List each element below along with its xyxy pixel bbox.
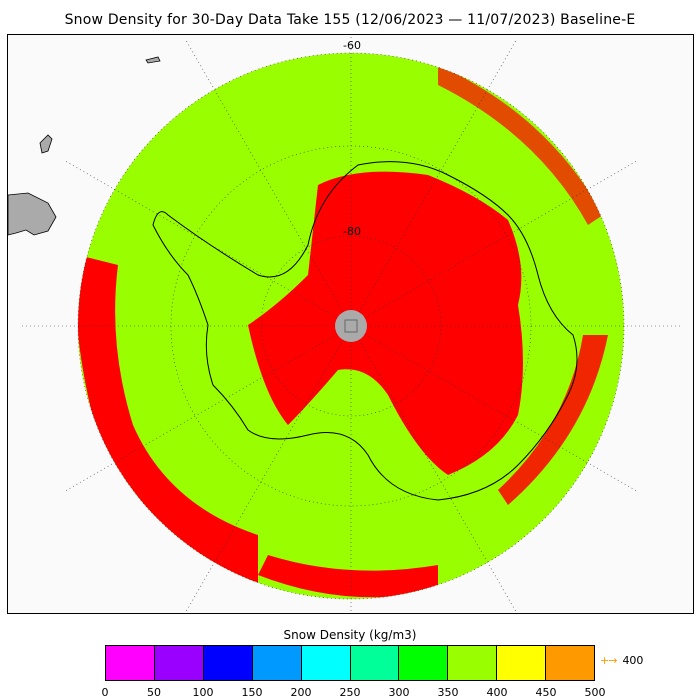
colorbar-swatch (546, 646, 595, 680)
colorbar-swatch (252, 646, 302, 680)
south-america-landmass (8, 192, 57, 236)
meridian-line (185, 40, 344, 313)
meridian-line (364, 333, 637, 492)
interior-high-density-region (248, 171, 523, 475)
colorbar-swatch (154, 646, 204, 680)
red-margin-east (498, 335, 608, 505)
colorbar-tick-label: 300 (388, 686, 410, 699)
colorbar-tick-label: 200 (290, 686, 312, 699)
grid-label-lat80: -80 (343, 225, 361, 238)
colorbar-title: Snow Density (kg/m3) (283, 628, 417, 642)
pole-marker (344, 319, 358, 333)
meridian-lines (21, 35, 681, 613)
pole-hole (335, 310, 367, 342)
colorbar-tick-label: 500 (584, 686, 606, 699)
lat-circle-80 (260, 235, 442, 417)
colorbar-swatch (448, 646, 498, 680)
overflow-arrow-icon: +→ (600, 654, 617, 667)
meridian-line (65, 160, 338, 319)
colorbar-swatch (350, 646, 400, 680)
map-canvas (8, 35, 681, 613)
colorbar-overflow: +→ 400 (600, 654, 643, 667)
map-panel: -60 -80 (7, 34, 694, 614)
red-margin-northeast (438, 65, 603, 225)
colorbar (105, 645, 595, 681)
chart-title: Snow Density for 30-Day Data Take 155 (1… (64, 12, 636, 28)
colorbar-tick-label: 450 (535, 686, 557, 699)
colorbar-tick-label: 100 (192, 686, 214, 699)
colorbar-tick-label: 400 (486, 686, 508, 699)
colorbar-swatch (301, 646, 351, 680)
meridian-line (65, 333, 338, 492)
island-shape (39, 134, 53, 154)
colorbar-tick-label: 0 (101, 686, 109, 699)
colorbar-swatch (399, 646, 449, 680)
colorbar-swatch (203, 646, 253, 680)
colorbar-tick-label: 350 (437, 686, 459, 699)
grid-label-lat60: -60 (343, 39, 361, 52)
small-island-shape (145, 56, 161, 64)
colorbar-tick-label: 150 (241, 686, 263, 699)
colorbar-tick-label: 50 (147, 686, 161, 699)
meridian-line (364, 160, 637, 319)
colorbar-swatch (106, 646, 155, 680)
meridian-line (185, 339, 344, 612)
colorbar-tick-label: 250 (339, 686, 361, 699)
meridian-line (358, 339, 517, 612)
red-margin-west (78, 255, 258, 590)
red-margin-south (258, 555, 438, 598)
overflow-label: 400 (622, 654, 644, 667)
colorbar-swatch (497, 646, 547, 680)
antarctica-coastline (152, 161, 578, 501)
meridian-line (358, 40, 517, 313)
